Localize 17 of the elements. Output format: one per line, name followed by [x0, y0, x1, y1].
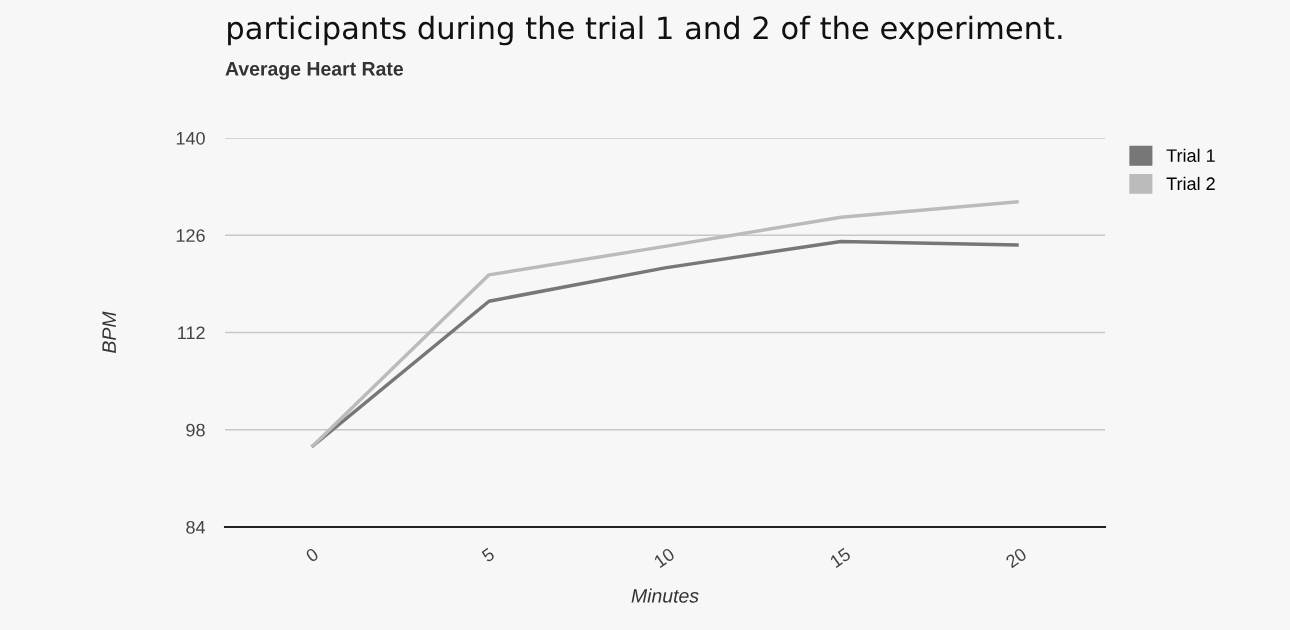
x-tick-label: 5: [481, 547, 496, 563]
x-tick-label: 20: [1004, 547, 1028, 569]
x-axis-title: Minutes: [631, 588, 699, 603]
y-tick-label: 140: [176, 131, 205, 145]
y-axis-title: BPM: [102, 311, 116, 353]
line-series: [311, 200, 1019, 448]
y-tick-label: 98: [186, 423, 205, 437]
x-tick-label: 0: [304, 547, 320, 563]
y-tick-label: 112: [178, 326, 205, 340]
legend-label: Trial 1: [1166, 148, 1215, 162]
y-tick-label: 84: [186, 520, 206, 534]
x-tick-label: 15: [829, 547, 852, 569]
text: participants during the trial 1 and 2 of the experiment.: [228, 15, 1062, 46]
legend-label: Trial 2: [1166, 176, 1215, 191]
chart-title: Average Heart Rate: [225, 62, 404, 80]
x-tick-label: 10: [653, 547, 676, 569]
y-tick-label: 126: [176, 229, 205, 242]
